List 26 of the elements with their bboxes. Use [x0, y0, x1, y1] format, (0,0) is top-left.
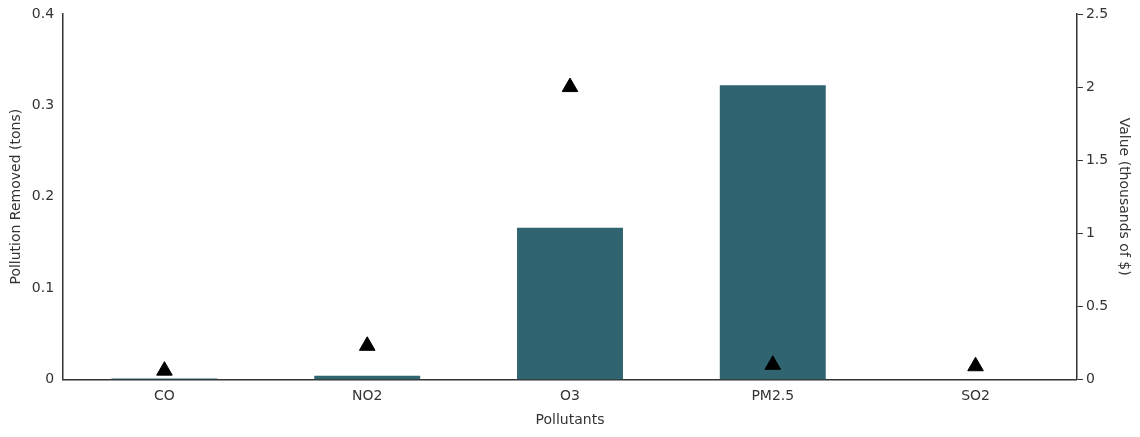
y2-axis-title: Value (thousands of $) [1116, 117, 1133, 276]
y2-tick-label: 0 [1085, 370, 1095, 387]
y-tick-label: 0.1 [31, 278, 55, 295]
x-axis-title: Pollutants [535, 411, 605, 428]
x-tick-label: PM2.5 [751, 387, 795, 404]
y2-tick-label: 1.5 [1085, 150, 1109, 167]
x-tick-label: NO2 [352, 387, 383, 404]
y2-tick-label: 1 [1085, 223, 1095, 240]
point [358, 336, 376, 351]
y2-tick-label: 2 [1085, 77, 1095, 94]
bar [517, 227, 623, 380]
x-tick-label: CO [154, 387, 175, 404]
point [967, 356, 984, 372]
x-tick-label: O3 [560, 387, 580, 404]
y-axis-title: Pollution Removed (tons) [7, 108, 24, 285]
y2-tick-label: 2.5 [1085, 4, 1109, 21]
point [561, 77, 579, 93]
y-tick-label: 0.2 [31, 187, 55, 204]
y-tick-label: 0.4 [31, 4, 55, 21]
point [156, 361, 173, 376]
point [764, 355, 782, 370]
x-tick-label: SO2 [961, 387, 990, 404]
y2-tick-label: 0.5 [1085, 296, 1109, 313]
y-tick-label: 0 [45, 370, 55, 387]
y-tick-label: 0.3 [31, 95, 55, 112]
bar [719, 85, 826, 380]
